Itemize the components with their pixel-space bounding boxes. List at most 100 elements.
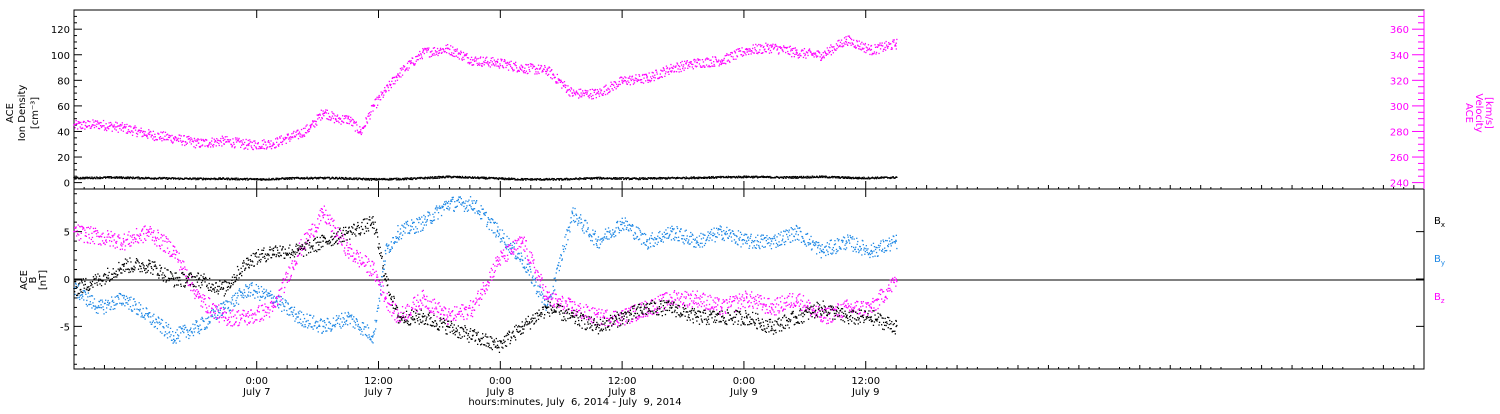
by-point <box>194 331 195 332</box>
by-point <box>318 331 319 332</box>
velocity-point <box>594 92 595 93</box>
by-point <box>300 319 301 320</box>
by-point <box>175 340 176 341</box>
velocity-point <box>314 126 315 127</box>
by-point <box>192 332 193 333</box>
velocity-point <box>578 94 579 95</box>
velocity-point <box>258 142 259 143</box>
velocity-point <box>82 128 83 129</box>
by-point <box>140 304 141 305</box>
density-point <box>89 177 90 178</box>
by-point <box>87 305 88 306</box>
by-point <box>344 318 345 319</box>
velocity-point <box>573 91 574 92</box>
density-point <box>245 179 246 180</box>
by-point <box>360 334 361 335</box>
velocity-point <box>827 47 828 48</box>
velocity-point <box>466 54 467 55</box>
by-point <box>631 230 632 231</box>
velocity-point <box>758 44 759 45</box>
by-point <box>175 332 176 333</box>
velocity-point <box>108 128 109 129</box>
by-point <box>382 276 383 277</box>
by-point <box>407 221 408 222</box>
b-legend: Bx By Bz <box>1434 216 1445 305</box>
by-point <box>699 246 700 247</box>
velocity-point <box>342 115 343 116</box>
by-point <box>312 317 313 318</box>
by-point <box>269 293 270 294</box>
by-point <box>293 309 294 310</box>
by-point <box>436 205 437 206</box>
by-point <box>196 322 197 323</box>
by-point <box>583 225 584 226</box>
velocity-point <box>572 95 573 96</box>
velocity-point <box>218 143 219 144</box>
velocity-point <box>266 148 267 149</box>
by-point <box>213 310 214 311</box>
by-point <box>127 298 128 299</box>
velocity-point <box>837 45 838 46</box>
velocity-point <box>675 65 676 66</box>
velocity-point <box>420 58 421 59</box>
velocity-point <box>473 64 474 65</box>
velocity-point <box>744 51 745 52</box>
by-point <box>404 223 405 224</box>
velocity-anchor <box>621 80 623 82</box>
by-point <box>607 231 608 232</box>
velocity-point <box>356 124 357 125</box>
velocity-point <box>580 96 581 97</box>
velocity-point <box>468 57 469 58</box>
by-point <box>590 240 591 241</box>
by-point <box>559 258 560 259</box>
velocity-anchor <box>372 105 374 107</box>
velocity-point <box>844 44 845 45</box>
by-point <box>196 321 197 322</box>
by-point <box>502 230 503 231</box>
by-point <box>514 246 515 247</box>
by-point <box>324 322 325 323</box>
by-point <box>617 221 618 222</box>
velocity-point <box>217 142 218 143</box>
density-point <box>268 178 269 179</box>
legend-by: By <box>1434 254 1445 267</box>
velocity-point <box>103 120 104 121</box>
by-point <box>199 333 200 334</box>
by-point <box>306 314 307 315</box>
by-point <box>478 213 479 214</box>
velocity-point <box>751 50 752 51</box>
velocity-point <box>455 51 456 52</box>
velocity-point <box>590 89 591 90</box>
by-point <box>688 239 689 240</box>
by-point <box>571 211 572 212</box>
density-point <box>503 178 504 179</box>
velocity-point <box>436 51 437 52</box>
velocity-point <box>428 47 429 48</box>
by-point <box>637 236 638 237</box>
by-point <box>354 321 355 322</box>
by-point <box>677 228 678 229</box>
by-point <box>343 317 344 318</box>
top-right-ylabel-line-3: [km/s] <box>1483 97 1494 129</box>
velocity-point <box>516 65 517 66</box>
by-point <box>565 234 566 235</box>
top-left-ylabel-line-3: [cm⁻³] <box>30 97 41 129</box>
by-point <box>541 302 542 303</box>
by-point <box>111 296 112 297</box>
velocity-point <box>474 61 475 62</box>
by-point <box>299 322 300 323</box>
by-point <box>376 321 377 322</box>
x-tick-time: 12:00 <box>608 376 637 387</box>
by-point <box>567 239 568 240</box>
velocity-point <box>582 90 583 91</box>
by-point <box>241 292 242 293</box>
by-point <box>169 331 170 332</box>
velocity-point <box>838 40 839 41</box>
by-point <box>624 225 625 226</box>
by-point <box>434 219 435 220</box>
by-point <box>424 219 425 220</box>
by-point <box>661 239 662 240</box>
velocity-point <box>840 42 841 43</box>
velocity-point <box>441 52 442 53</box>
by-point <box>483 209 484 210</box>
